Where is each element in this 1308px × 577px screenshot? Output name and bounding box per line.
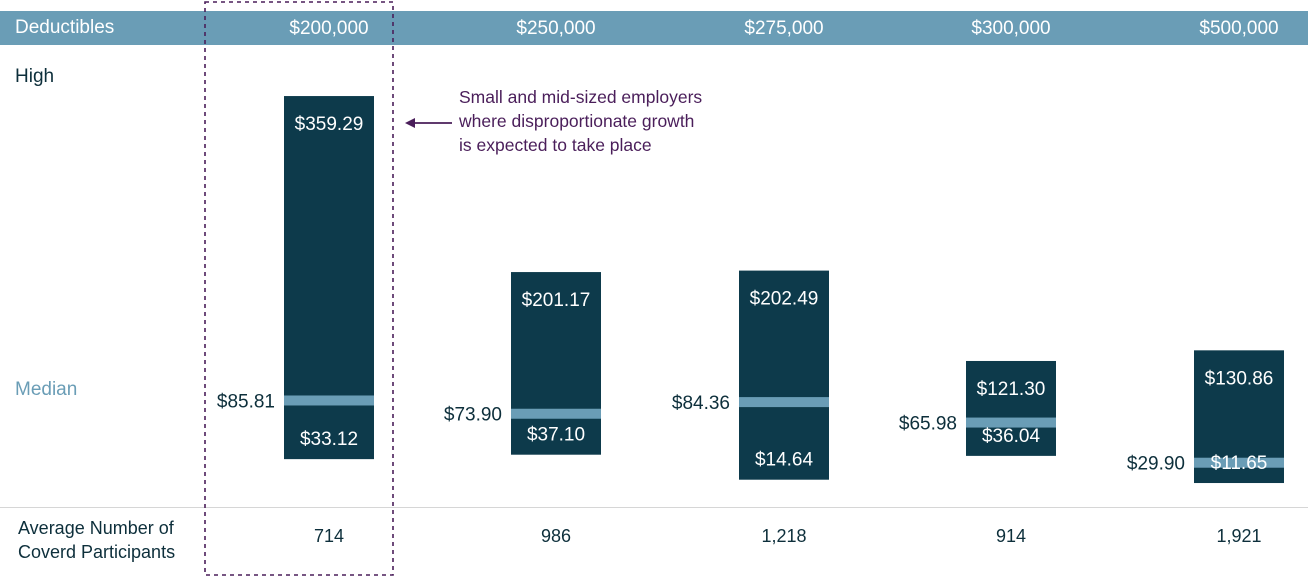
participants-row-label: Average Number of Coverd Participants xyxy=(18,516,208,564)
high-value-label-4: $130.86 xyxy=(1205,368,1274,389)
header-band xyxy=(0,11,1308,45)
annotation-text: Small and mid-sized employers where disp… xyxy=(459,85,759,157)
range-bar-2 xyxy=(739,270,829,480)
annotation-line3: is expected to take place xyxy=(459,135,652,155)
median-value-label-3: $65.98 xyxy=(899,414,957,435)
median-marker-4 xyxy=(1194,457,1284,468)
deductibles-header-label: Deductibles xyxy=(15,17,115,38)
median-marker-0 xyxy=(284,395,374,406)
low-value-label-0: $33.12 xyxy=(300,429,358,450)
low-value-label-4: $11.65 xyxy=(1211,453,1268,474)
annotation-line2: where disproportionate growth xyxy=(459,111,695,131)
median-marker-3 xyxy=(966,417,1056,428)
range-bar-1 xyxy=(511,272,601,455)
high-value-label-1: $201.17 xyxy=(522,290,591,311)
participants-label-line2: Coverd Participants xyxy=(18,542,176,562)
deductible-header-1: $250,000 xyxy=(516,18,595,39)
range-bar-3 xyxy=(966,360,1056,456)
low-value-label-3: $36.04 xyxy=(982,426,1041,447)
participants-value-0: 714 xyxy=(314,526,344,546)
low-value-label-2: $14.64 xyxy=(755,450,814,471)
high-value-label-3: $121.30 xyxy=(977,379,1046,400)
deductible-header-0: $200,000 xyxy=(289,18,368,39)
median-value-label-2: $84.36 xyxy=(672,393,730,414)
highlight-box xyxy=(204,1,394,576)
high-value-label-0: $359.29 xyxy=(295,114,364,135)
participants-value-2: 1,218 xyxy=(761,526,806,546)
deductible-header-4: $500,000 xyxy=(1199,18,1278,39)
annotation-line1: Small and mid-sized employers xyxy=(459,87,703,107)
median-value-label-4: $29.90 xyxy=(1127,454,1185,475)
participants-label-line1: Average Number of xyxy=(18,518,174,538)
participants-value-3: 914 xyxy=(996,526,1026,546)
median-value-label-0: $85.81 xyxy=(217,391,275,412)
median-marker-1 xyxy=(511,408,601,419)
median-marker-2 xyxy=(739,397,829,408)
annotation-arrow-head xyxy=(405,118,415,128)
participants-value-1: 986 xyxy=(541,526,571,546)
high-row-label: High xyxy=(15,66,55,87)
deductible-header-3: $300,000 xyxy=(971,18,1050,39)
median-value-label-1: $73.90 xyxy=(444,405,502,426)
high-value-label-2: $202.49 xyxy=(750,289,819,310)
participants-value-4: 1,921 xyxy=(1216,526,1261,546)
low-value-label-1: $37.10 xyxy=(527,425,585,446)
footer-divider xyxy=(0,507,1308,508)
deductible-header-2: $275,000 xyxy=(744,18,823,39)
median-row-label: Median xyxy=(15,379,78,400)
